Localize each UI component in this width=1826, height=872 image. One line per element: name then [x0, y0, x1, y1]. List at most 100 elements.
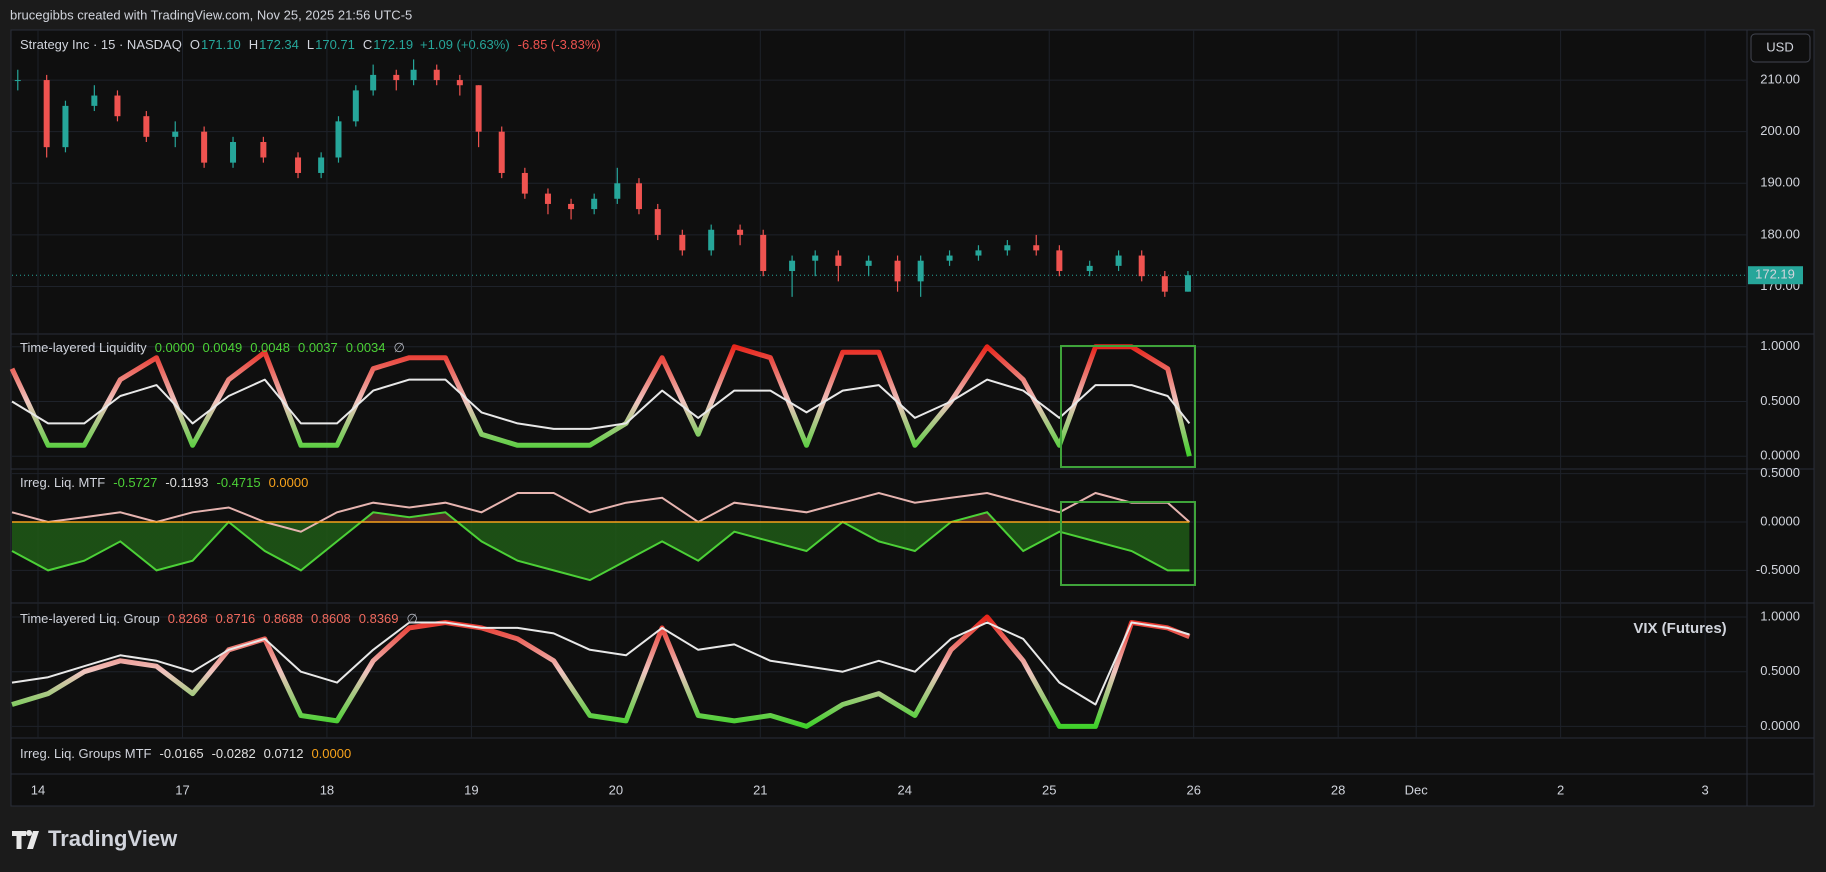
legend-item: 0.8716 — [215, 611, 255, 626]
candle-body — [614, 183, 621, 199]
pane: 170.00180.00190.00200.00210.00172.19Stra… — [12, 37, 1803, 297]
y-tick-label: 0.0000 — [1760, 448, 1800, 463]
highlight-box — [1060, 345, 1196, 468]
pane-legend: Strategy Inc · 15 · NASDAQ O171.10 H172.34… — [20, 37, 601, 52]
watermark: VIX (Futures) — [1633, 620, 1726, 637]
indicator-line — [11, 378, 1191, 430]
legend-item: 0.0712 — [264, 746, 304, 761]
candle-body — [498, 131, 505, 173]
currency[interactable]: USD — [1766, 39, 1793, 54]
candle-body — [433, 69, 440, 81]
x-tick-label: 18 — [320, 782, 334, 797]
x-tick-label: 24 — [898, 782, 912, 797]
y-tick-label: 1.0000 — [1760, 608, 1800, 623]
candle-body — [456, 80, 463, 86]
candle-body — [812, 255, 819, 261]
legend-item: 0.0048 — [250, 340, 290, 355]
candle-body — [1115, 255, 1122, 266]
candle-body — [568, 203, 575, 210]
legend-item: -0.5727 — [113, 475, 157, 490]
legend-item: +1.09 (+0.63%) — [420, 37, 510, 52]
y-tick-label: 0.5000 — [1760, 663, 1800, 678]
pane-legend: Irreg. Liq. MTF -0.5727 -0.1193 -0.4715 0.00… — [20, 475, 308, 490]
candle-body — [475, 85, 482, 132]
candle-body — [1161, 276, 1168, 292]
legend-item: 171.10 — [201, 37, 241, 52]
highlight-box — [1060, 501, 1196, 586]
candle-body — [1138, 255, 1145, 277]
extra-pane-legend: Irreg. Liq. Groups MTF -0.0165 -0.0282 0.07… — [20, 746, 351, 761]
candle-body — [975, 250, 982, 256]
legend-item: Time-layered Liq. Group — [20, 611, 160, 626]
candle-body — [1033, 245, 1040, 251]
legend-item: -0.4715 — [216, 475, 260, 490]
legend-item: -6.85 (-3.83%) — [518, 37, 601, 52]
y-tick-label: 180.00 — [1760, 226, 1800, 241]
legend-item: 0.0000 — [155, 340, 195, 355]
candle-body — [62, 105, 69, 148]
last-price-label: 172.19 — [1755, 267, 1795, 282]
legend-item: -0.0165 — [159, 746, 203, 761]
candle-body — [43, 80, 50, 148]
candle-body — [635, 183, 642, 210]
candle-body — [410, 69, 417, 81]
x-tick-label: 17 — [175, 782, 189, 797]
candle-body — [708, 229, 715, 251]
legend-item: 0.8268 — [168, 611, 208, 626]
y-tick-label: 1.0000 — [1760, 338, 1800, 353]
legend-item: O — [190, 37, 200, 52]
legend-item: 0.8688 — [263, 611, 303, 626]
legend-item: H — [249, 37, 258, 52]
candle-body — [1056, 250, 1063, 272]
last-price-badge — [1748, 266, 1803, 285]
candle-body — [260, 142, 267, 158]
pane-separators — [11, 30, 1814, 806]
y-tick-label: 0.0000 — [1760, 718, 1800, 733]
brand: TradingView — [48, 826, 178, 851]
legend-item: C — [363, 37, 372, 52]
x-tick-label: 2 — [1557, 782, 1564, 797]
pane-legend: Time-layered Liquidity 0.0000 0.0049 0.0048… — [20, 340, 405, 355]
candle-body — [335, 121, 342, 158]
pane: 0.5000 0.0000 -0.5000 Irreg. Liq. MTF -0.572… — [11, 465, 1800, 582]
candle-body — [865, 260, 872, 266]
legend-item: 0.0000 — [311, 746, 351, 761]
pane-legend: Irreg. Liq. Groups MTF -0.0165 -0.0282 0.07… — [20, 746, 351, 761]
candle-body — [295, 157, 302, 173]
x-tick-label: 25 — [1042, 782, 1056, 797]
candle-body — [917, 260, 924, 282]
y-tick-label: 0.0000 — [1760, 513, 1800, 528]
currency-button[interactable] — [1750, 33, 1811, 63]
legend-item: Irreg. Liq. MTF — [20, 475, 105, 490]
candle-body — [591, 198, 598, 210]
y-tick-label: 190.00 — [1760, 175, 1800, 190]
candle-body — [946, 255, 953, 261]
x-tick-label: 3 — [1701, 782, 1708, 797]
chart-area — [10, 29, 1815, 807]
legend-item: 0.0000 — [269, 475, 309, 490]
candle-body — [393, 74, 400, 81]
logo-mark — [12, 830, 39, 849]
indicator-line — [11, 614, 1191, 729]
indicator-line — [11, 511, 1190, 582]
legend-item: -0.1193 — [165, 475, 208, 490]
x-tick-label: 26 — [1186, 782, 1200, 797]
legend-item: 0.0034 — [346, 340, 386, 355]
candle-body — [1086, 265, 1093, 272]
x-tick-label: 20 — [609, 782, 623, 797]
x-tick-label: 21 — [753, 782, 767, 797]
legend-item: -0.0282 — [212, 746, 256, 761]
candle-body — [679, 234, 686, 251]
y-tick-label: -0.5000 — [1756, 562, 1800, 577]
legend-item: 170.71 — [315, 37, 355, 52]
y-tick-label: 200.00 — [1760, 123, 1800, 138]
y-tick-label: 0.5000 — [1760, 465, 1800, 480]
candle-body — [172, 131, 179, 137]
legend-item: Time-layered Liquidity — [20, 340, 147, 355]
candle-body — [14, 80, 21, 82]
candle-body — [1004, 245, 1011, 251]
candle-body — [91, 95, 98, 106]
legend-item: 0.8608 — [311, 611, 351, 626]
candle-body — [654, 209, 661, 235]
